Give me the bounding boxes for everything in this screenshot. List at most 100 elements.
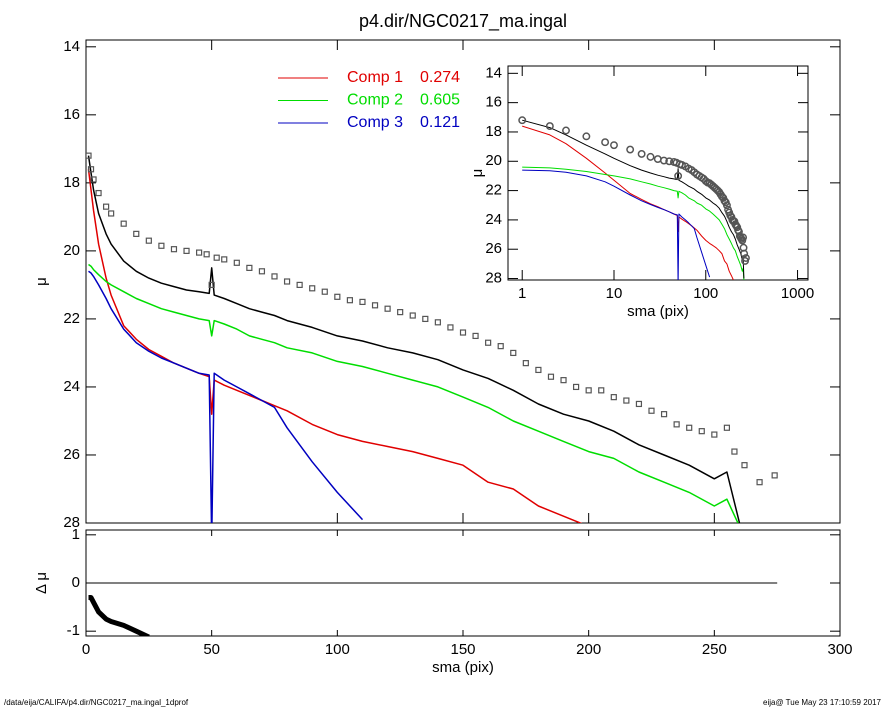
- y-tick-label: 20: [63, 242, 80, 259]
- data-point: [296, 281, 303, 289]
- data-point: [535, 366, 542, 374]
- data-point: [221, 256, 228, 263]
- data-point: [213, 254, 220, 261]
- data-point: [170, 246, 178, 253]
- data-point: [90, 176, 97, 183]
- inset-background: [508, 66, 808, 280]
- data-point: [434, 319, 441, 326]
- data-point: [635, 400, 643, 408]
- data-point: [233, 259, 240, 266]
- y-tick-label: 28: [63, 514, 80, 531]
- data-point: [637, 149, 646, 158]
- y-tick-label: 24: [485, 211, 502, 228]
- data-point: [686, 424, 693, 431]
- y-tick-label: 16: [63, 106, 80, 123]
- data-point: [183, 247, 190, 254]
- data-point: [522, 360, 529, 367]
- legend-label: Comp 3: [347, 114, 403, 131]
- data-point: [133, 230, 140, 237]
- profile-line: [522, 125, 734, 280]
- data-point: [626, 145, 635, 154]
- profile-line: [88, 263, 739, 523]
- data-point: [547, 373, 555, 380]
- plot-frame: [507, 65, 809, 281]
- y-tick-label: 0: [72, 574, 80, 591]
- data-point: [648, 407, 655, 414]
- data-point: [447, 324, 454, 331]
- data-point: [321, 288, 328, 295]
- x-tick-label: 200: [576, 641, 601, 658]
- profile-line: [522, 119, 745, 279]
- data-point: [246, 264, 253, 271]
- data-point: [334, 293, 341, 300]
- data-point: [598, 387, 605, 394]
- data-point: [271, 273, 278, 280]
- data-point: [346, 297, 353, 304]
- x-tick-label: 250: [702, 641, 727, 658]
- data-point: [646, 152, 655, 161]
- data-point: [756, 479, 763, 486]
- y-tick-label: 22: [485, 182, 502, 199]
- data-point: [258, 268, 266, 275]
- data-point: [659, 156, 668, 165]
- data-point: [562, 126, 570, 135]
- y-tick-label: 22: [63, 310, 80, 327]
- data-point: [722, 201, 731, 210]
- y-tick-label: 28: [485, 270, 502, 287]
- data-point: [518, 116, 527, 125]
- data-point: [397, 309, 404, 316]
- y-tick-label: 14: [485, 64, 502, 81]
- x-axis-label: sma (pix): [627, 303, 689, 320]
- data-point: [208, 281, 215, 289]
- data-point: [422, 315, 429, 323]
- data-point: [698, 428, 705, 435]
- data-point: [673, 421, 680, 428]
- data-point: [510, 349, 517, 357]
- data-point: [601, 138, 610, 147]
- data-point: [674, 171, 683, 180]
- data-point: [771, 472, 778, 479]
- y-axis-label: μ: [33, 277, 50, 286]
- x-tick-label: 100: [693, 285, 718, 302]
- data-point: [409, 312, 416, 319]
- y-axis-label: μ: [469, 169, 486, 178]
- y-tick-label: 14: [63, 38, 80, 55]
- data-point: [623, 397, 630, 404]
- x-tick-label: 300: [827, 641, 852, 658]
- data-point: [723, 424, 731, 431]
- data-point: [87, 166, 95, 173]
- data-point: [485, 339, 492, 346]
- x-tick-label: 1000: [781, 285, 814, 302]
- data-point: [741, 462, 748, 469]
- x-axis-label: sma (pix): [432, 659, 494, 676]
- profile-line: [88, 270, 364, 523]
- chart-title: p4.dir/NGC0217_ma.ingal: [359, 11, 567, 32]
- data-point: [497, 343, 504, 350]
- data-point: [95, 189, 102, 197]
- data-point: [740, 249, 749, 258]
- x-tick-label: 100: [325, 641, 350, 658]
- y-axis-label: Δ μ: [33, 572, 50, 594]
- data-point: [86, 152, 92, 159]
- x-tick-label: 0: [82, 641, 90, 658]
- data-point: [359, 298, 366, 306]
- data-point: [572, 383, 580, 391]
- data-point: [582, 132, 591, 141]
- y-tick-label: 26: [485, 240, 502, 257]
- legend-fraction: 0.121: [420, 114, 460, 131]
- y-tick-label: 18: [485, 123, 502, 140]
- data-point: [103, 203, 110, 210]
- y-tick-label: 26: [63, 446, 80, 463]
- profile-line: [87, 155, 741, 523]
- x-tick-label: 150: [450, 641, 475, 658]
- x-tick-label: 50: [203, 641, 220, 658]
- legend-label: Comp 1: [347, 69, 403, 86]
- data-point: [196, 249, 203, 256]
- y-tick-label: 1: [72, 526, 80, 543]
- x-tick-label: 10: [606, 285, 623, 302]
- y-tick-label: 18: [63, 174, 80, 191]
- footer-left: /data/eija/CALIFA/p4.dir/NGC0217_ma.inga…: [4, 698, 189, 707]
- data-point: [660, 411, 668, 418]
- data-point: [120, 220, 127, 227]
- y-tick-label: -1: [67, 622, 80, 639]
